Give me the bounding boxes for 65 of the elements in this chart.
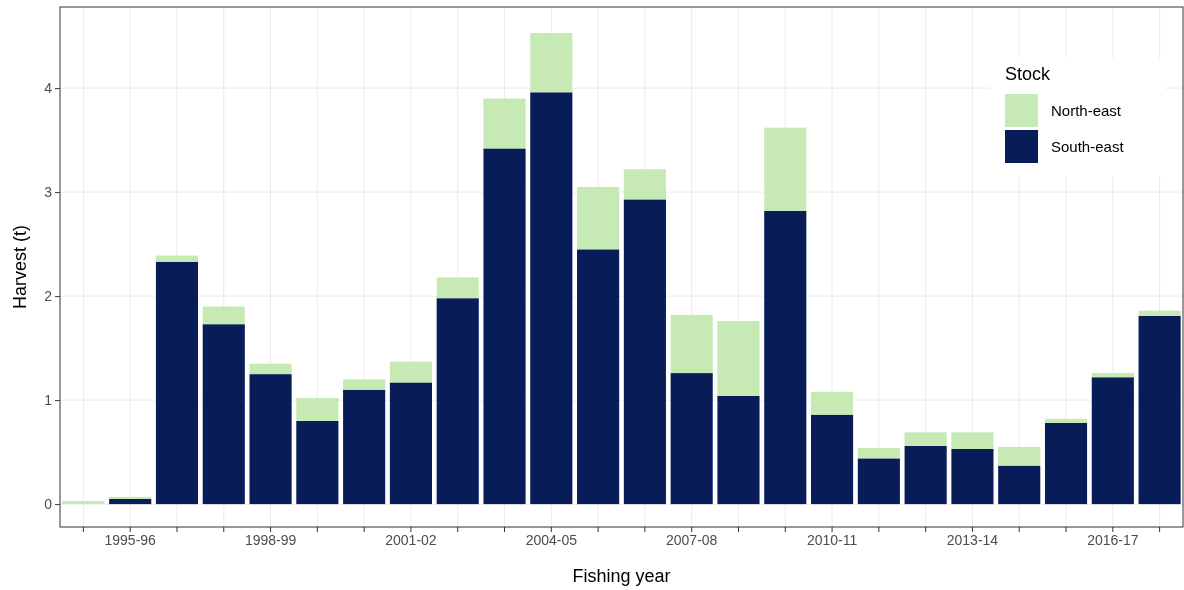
legend-label: North-east xyxy=(1051,102,1122,119)
bar xyxy=(1091,373,1134,378)
bar xyxy=(904,445,947,505)
x-tick-label: 1995-96 xyxy=(104,531,157,548)
bar xyxy=(998,465,1041,505)
bar xyxy=(1138,310,1181,316)
x-axis-title: Fishing year xyxy=(572,566,671,586)
bar xyxy=(296,398,339,421)
bar xyxy=(343,389,386,505)
bar xyxy=(577,249,620,505)
y-tick-label: 0 xyxy=(44,496,53,513)
bar xyxy=(623,199,666,505)
bar xyxy=(436,277,479,299)
bar xyxy=(1044,418,1088,423)
bar xyxy=(1138,315,1181,505)
bar xyxy=(155,255,199,262)
bar xyxy=(998,446,1041,466)
bar xyxy=(577,186,620,250)
bar xyxy=(764,127,807,211)
x-tick-label: 1998-99 xyxy=(244,531,297,548)
bar xyxy=(202,306,245,325)
bar xyxy=(717,395,760,505)
y-axis-title: Harvest (t) xyxy=(10,224,30,310)
bar xyxy=(811,391,854,415)
bar xyxy=(483,148,526,505)
x-tick-label: 2010-11 xyxy=(806,531,858,548)
bar xyxy=(1044,423,1088,505)
bar xyxy=(951,449,994,505)
bar xyxy=(389,361,432,383)
bar xyxy=(436,298,479,505)
bar xyxy=(389,382,432,505)
bar xyxy=(951,432,994,449)
y-tick-label: 3 xyxy=(44,184,53,201)
bar xyxy=(1091,377,1134,505)
bar xyxy=(857,458,900,505)
y-tick-label: 2 xyxy=(44,288,53,305)
x-tick-label: 2001-02 xyxy=(385,531,437,548)
bar xyxy=(343,379,386,390)
bar xyxy=(670,373,713,505)
bar xyxy=(623,169,666,200)
bar xyxy=(249,374,292,505)
x-tick-label: 2007-08 xyxy=(665,531,718,548)
bar xyxy=(109,498,152,505)
bar xyxy=(483,98,526,149)
x-tick-label: 2004-05 xyxy=(525,531,578,548)
legend-title: Stock xyxy=(1005,64,1052,84)
y-tick-label: 1 xyxy=(44,392,53,409)
bar xyxy=(717,321,760,396)
legend-label: South-east xyxy=(1051,138,1125,155)
bar xyxy=(530,33,573,93)
x-tick-label: 2013-14 xyxy=(946,531,999,548)
bar xyxy=(249,363,292,375)
bar xyxy=(109,496,152,499)
bar xyxy=(62,501,105,505)
bar xyxy=(296,420,339,505)
bar xyxy=(670,314,713,374)
bar xyxy=(811,414,854,505)
bar xyxy=(202,324,245,505)
bar xyxy=(904,432,947,446)
y-tick-label: 4 xyxy=(44,80,53,97)
bar xyxy=(764,210,807,505)
bar xyxy=(155,261,199,505)
x-tick-label: 2016-17 xyxy=(1087,531,1139,548)
bar xyxy=(857,447,900,459)
bar xyxy=(530,92,573,505)
